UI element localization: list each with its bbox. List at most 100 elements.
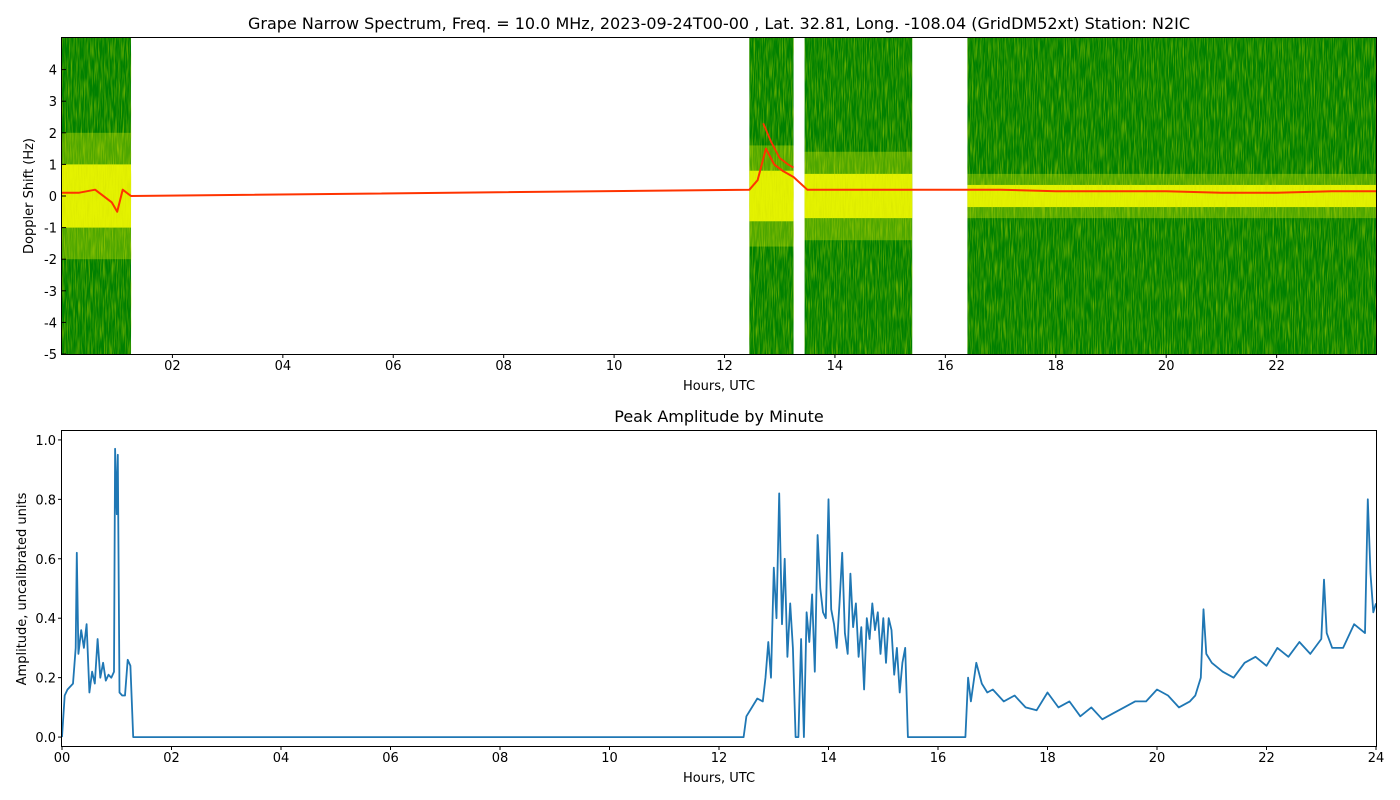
x-tick-label: 22 <box>1258 751 1275 766</box>
amplitude-series <box>61 447 1377 738</box>
y-tick: 1 <box>49 158 66 173</box>
x-tick: 14 <box>827 354 844 374</box>
spectrogram-x-label: Hours, UTC <box>683 379 755 394</box>
y-tick-label: -5 <box>44 348 57 363</box>
x-tick-label: 04 <box>275 359 292 374</box>
spectrum-speckle <box>804 38 913 354</box>
x-tick-label: 18 <box>1048 359 1065 374</box>
amplitude-title: Peak Amplitude by Minute <box>614 407 824 426</box>
y-tick-label: 1 <box>49 158 57 173</box>
spectrogram-panel: Grape Narrow Spectrum, Freq. = 10.0 MHz,… <box>22 14 1377 394</box>
y-tick: -2 <box>44 253 66 268</box>
x-tick: 12 <box>711 746 728 766</box>
x-tick-label: 00 <box>54 751 71 766</box>
x-tick: 00 <box>54 746 71 766</box>
y-tick: 0 <box>49 190 66 205</box>
x-tick-label: 10 <box>606 359 623 374</box>
y-tick-label: 1.0 <box>35 434 56 449</box>
y-tick-label: -2 <box>44 253 57 268</box>
y-tick: 0.4 <box>35 612 62 627</box>
spectrogram-y-label: Doppler Shift (Hz) <box>22 138 37 254</box>
x-tick: 04 <box>273 746 290 766</box>
y-tick: 0.8 <box>35 493 62 508</box>
x-tick-label: 04 <box>273 751 290 766</box>
x-tick: 02 <box>163 746 180 766</box>
amplitude-panel: Peak Amplitude by Minute 00 02 04 06 08 10 12 1… <box>15 407 1384 786</box>
spectrum-speckle <box>62 38 132 354</box>
y-tick-label: 0.2 <box>35 672 56 687</box>
x-tick-label: 20 <box>1158 359 1175 374</box>
y-tick: -1 <box>44 222 66 237</box>
x-tick-label: 02 <box>163 751 180 766</box>
x-tick: 06 <box>385 354 402 374</box>
y-tick-label: -3 <box>44 285 57 300</box>
y-tick-label: 0.6 <box>35 553 56 568</box>
x-tick: 02 <box>164 354 181 374</box>
y-tick: 3 <box>49 95 66 110</box>
y-tick: 0.2 <box>35 672 62 687</box>
amplitude-y-label: Amplitude, uncalibrated units <box>15 492 30 685</box>
x-tick-label: 20 <box>1149 751 1166 766</box>
x-tick: 10 <box>601 746 618 766</box>
spectrum-speckle <box>967 38 1376 354</box>
spectrogram-y-ticks: 4 3 2 1 0 -1 -2 -3 -4 -5 <box>44 64 66 363</box>
doppler-traces <box>62 122 1376 213</box>
x-tick: 08 <box>495 354 512 374</box>
spectrogram-cells <box>62 38 1376 354</box>
y-tick-label: 4 <box>49 64 57 79</box>
x-tick: 20 <box>1149 746 1166 766</box>
x-tick: 22 <box>1268 354 1285 374</box>
x-tick-label: 14 <box>820 751 837 766</box>
x-tick: 10 <box>606 354 623 374</box>
x-tick-label: 22 <box>1268 359 1285 374</box>
x-tick: 20 <box>1158 354 1175 374</box>
x-tick: 16 <box>930 746 947 766</box>
x-tick: 16 <box>937 354 954 374</box>
x-tick-label: 06 <box>382 751 399 766</box>
y-tick: 4 <box>49 64 66 79</box>
spectrogram-frame <box>61 37 1377 355</box>
y-tick-label: 0.8 <box>35 493 56 508</box>
y-tick-label: -4 <box>44 316 57 331</box>
amplitude-y-ticks: 0.0 0.2 0.4 0.6 0.8 1.0 <box>35 434 62 746</box>
y-tick-label: 0 <box>49 190 57 205</box>
y-tick: 1.0 <box>35 434 62 449</box>
spectrum-segment <box>62 38 132 354</box>
x-tick-label: 18 <box>1039 751 1056 766</box>
y-tick: -5 <box>44 348 66 363</box>
y-tick-label: 2 <box>49 127 57 142</box>
x-tick: 22 <box>1258 746 1275 766</box>
x-tick-label: 16 <box>930 751 947 766</box>
spectrum-segment <box>967 38 1376 354</box>
amplitude-x-ticks: 00 02 04 06 08 10 12 14 16 18 20 22 24 <box>54 746 1384 766</box>
spectrum-speckle <box>749 38 794 354</box>
y-tick: 0.0 <box>35 731 62 746</box>
y-tick: 0.6 <box>35 553 62 568</box>
y-tick-label: 0.0 <box>35 731 56 746</box>
x-tick-label: 14 <box>827 359 844 374</box>
y-tick: -4 <box>44 316 66 331</box>
spectrum-segment <box>749 38 794 354</box>
doppler-early-trace <box>762 122 794 169</box>
doppler-peak-trace <box>62 147 1376 213</box>
x-tick: 12 <box>716 354 733 374</box>
x-tick-label: 08 <box>492 751 509 766</box>
amplitude-x-label: Hours, UTC <box>683 771 755 786</box>
y-tick: 2 <box>49 127 66 142</box>
x-tick-label: 08 <box>495 359 512 374</box>
x-tick: 24 <box>1368 746 1384 766</box>
spectrogram-title: Grape Narrow Spectrum, Freq. = 10.0 MHz,… <box>248 14 1190 33</box>
x-tick-label: 12 <box>711 751 728 766</box>
spectrogram-x-ticks: 02 04 06 08 10 12 14 16 18 20 22 <box>164 354 1285 374</box>
amplitude-line <box>61 447 1377 738</box>
y-tick-label: 0.4 <box>35 612 56 627</box>
y-tick-label: 3 <box>49 95 57 110</box>
x-tick: 18 <box>1048 354 1065 374</box>
x-tick: 08 <box>492 746 509 766</box>
spectrum-segment <box>804 38 913 354</box>
x-tick-label: 06 <box>385 359 402 374</box>
x-tick-label: 16 <box>937 359 954 374</box>
x-tick-label: 02 <box>164 359 181 374</box>
x-tick: 18 <box>1039 746 1056 766</box>
